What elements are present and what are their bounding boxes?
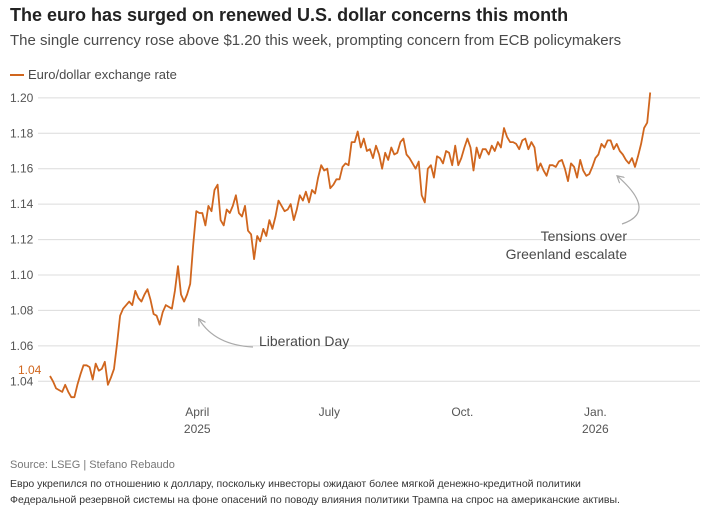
annotation-arrow-greenland	[618, 176, 640, 225]
caption-note: Евро укрепился по отношению к доллару, п…	[10, 476, 620, 508]
y-tick-label: 1.18	[10, 126, 34, 140]
x-tick-label: Jan.	[584, 405, 607, 419]
annotation-greenland-line1: Tensions over	[541, 228, 628, 244]
annotations: Liberation Day Tensions over Greenland esc…	[199, 176, 640, 349]
annotation-greenland-line2: Greenland escalate	[506, 246, 628, 262]
annotation-arrow-liberation-day	[199, 320, 254, 348]
y-tick-label: 1.14	[10, 197, 34, 211]
legend-label: Euro/dollar exchange rate	[28, 67, 177, 82]
x-tick-year-label: 2025	[184, 422, 211, 436]
y-tick-label: 1.08	[10, 303, 34, 317]
annotation-liberation-day: Liberation Day	[259, 333, 349, 349]
series-euro-dollar: 1.04	[18, 92, 652, 399]
y-tick-label: 1.12	[10, 233, 34, 247]
legend-swatch	[10, 73, 24, 76]
y-tick-label: 1.16	[10, 162, 34, 176]
x-tick-year-label: 2026	[582, 422, 609, 436]
chart-subtitle: The single currency rose above $1.20 thi…	[10, 32, 622, 49]
y-tick-label: 1.20	[10, 91, 34, 105]
y-tick-label: 1.06	[10, 339, 34, 353]
legend: Euro/dollar exchange rate	[10, 67, 177, 82]
x-tick-label: Oct.	[451, 405, 473, 419]
x-axis-ticks: April 2025 July Oct. Jan. 2026	[184, 405, 609, 436]
caption-line-1: Евро укрепился по отношению к доллару, п…	[10, 478, 581, 490]
x-tick-label: April	[185, 405, 209, 419]
series-line	[49, 92, 652, 399]
start-value-label: 1.04	[18, 363, 42, 377]
y-axis-ticks: 1.04 1.06 1.08 1.10 1.12 1.14 1.16 1.18 1.20	[10, 91, 34, 388]
y-tick-label: 1.04	[10, 374, 34, 388]
x-tick-label: July	[319, 405, 340, 419]
source-note: Source: LSEG | Stefano Rebaudo	[10, 459, 175, 471]
gridlines	[38, 97, 700, 382]
y-tick-label: 1.10	[10, 268, 34, 282]
chart-title: The euro has surged on renewed U.S. doll…	[10, 5, 569, 25]
caption-line-2: Федеральной резервной системы на фоне оп…	[10, 494, 620, 506]
